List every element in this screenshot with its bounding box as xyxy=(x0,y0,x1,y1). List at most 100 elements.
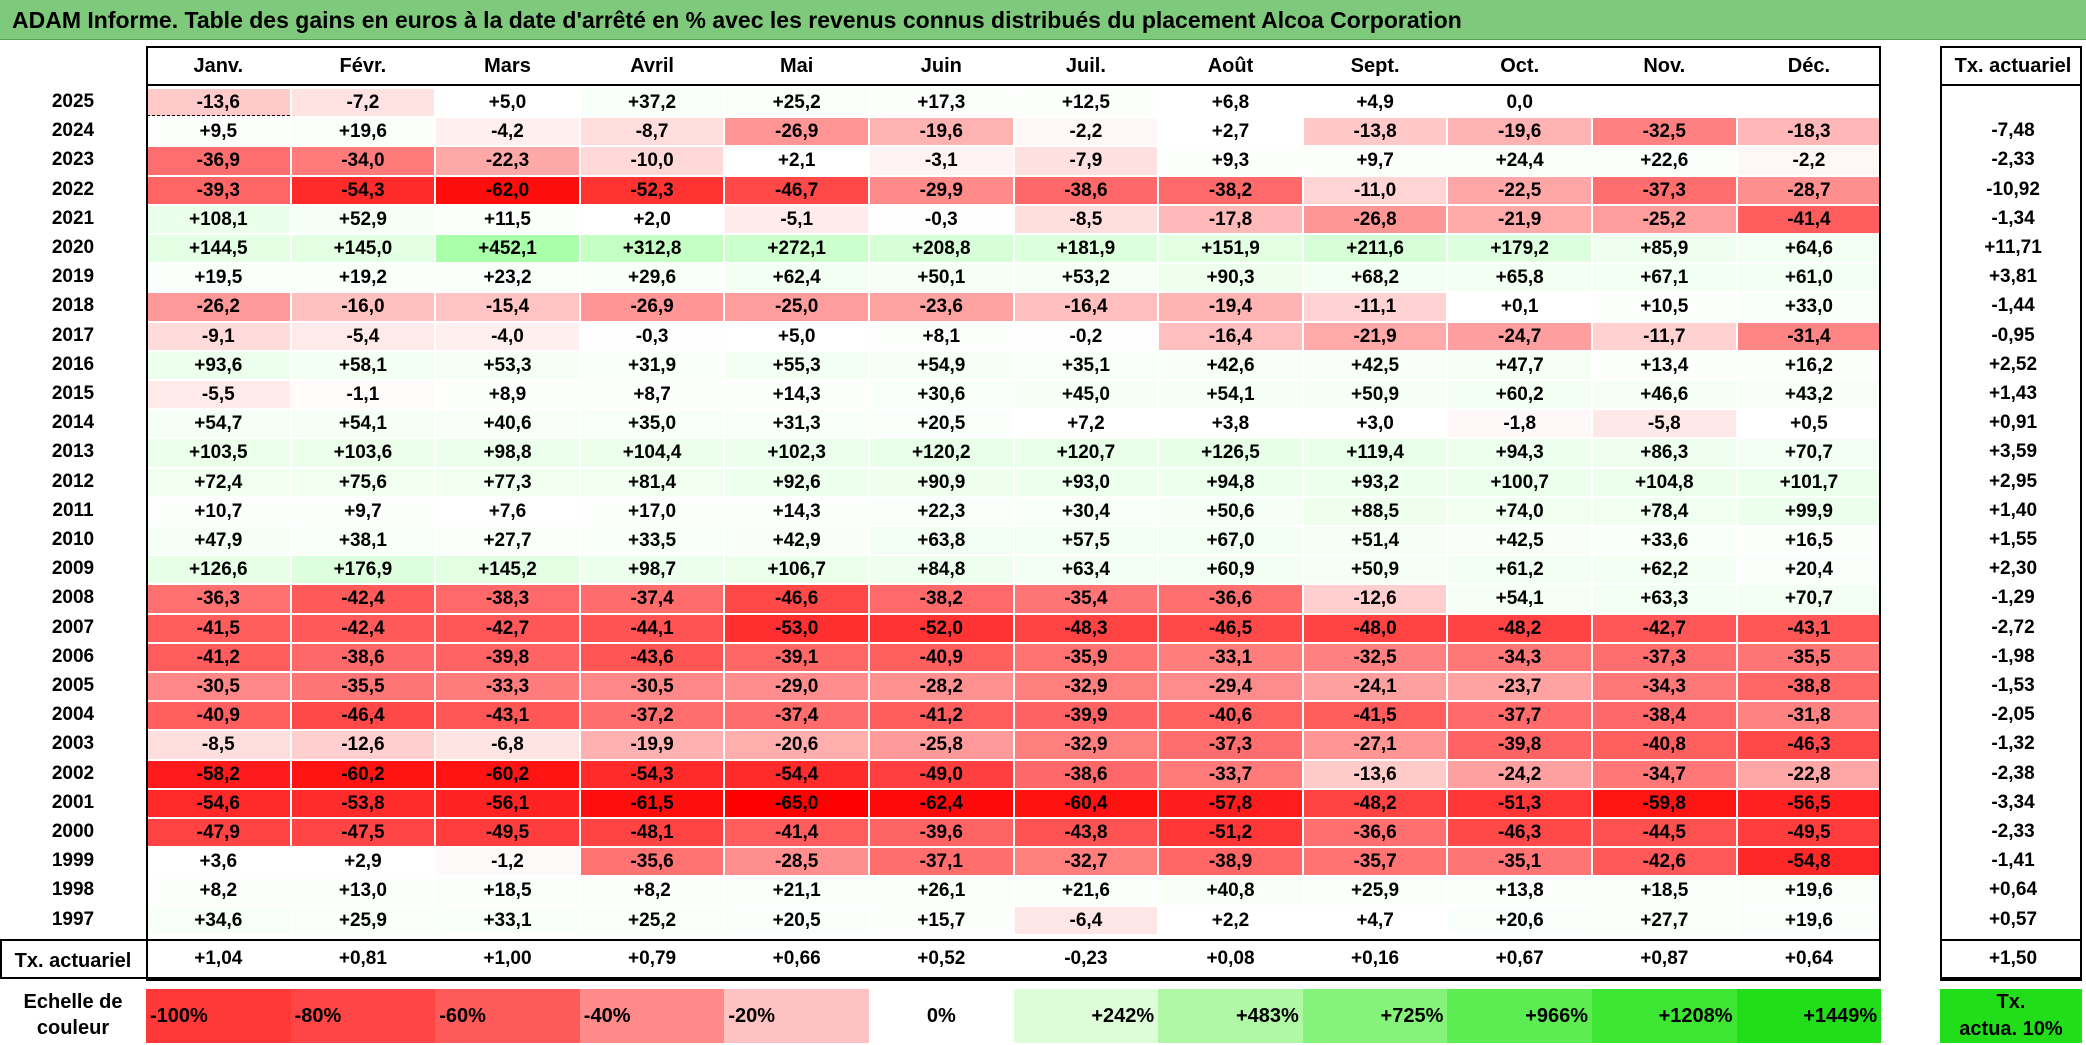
value-cell: +21,6 xyxy=(1014,877,1158,905)
year-label: 2012 xyxy=(51,470,95,492)
value-cell: -49,5 xyxy=(436,819,579,847)
value-cell: -43,6 xyxy=(580,643,724,671)
rate-cell: -1,98 xyxy=(1991,645,2035,667)
value-cell: -8,5 xyxy=(147,731,290,759)
value-cell: +7,6 xyxy=(436,497,579,525)
month-header: Juil. xyxy=(1065,55,1106,77)
value-cell: -16,4 xyxy=(1159,322,1302,350)
value-cell: -54,6 xyxy=(147,789,290,817)
value-cell: -60,4 xyxy=(1014,789,1158,817)
value-cell: -2,2 xyxy=(1737,147,1881,175)
value-cell: +144,5 xyxy=(147,235,290,263)
value-cell: -42,7 xyxy=(1593,614,1736,642)
value-cell: +53,2 xyxy=(1014,264,1158,292)
value-cell: +37,2 xyxy=(580,89,724,117)
value-cell: -34,0 xyxy=(291,147,435,175)
value-cell: -7,9 xyxy=(1014,147,1158,175)
value-cell: -36,6 xyxy=(1303,819,1447,847)
year-label: 2000 xyxy=(51,821,95,842)
month-header: Déc. xyxy=(1787,55,1831,77)
value-cell: -0,2 xyxy=(1014,322,1158,350)
value-cell: +40,6 xyxy=(436,410,579,438)
value-cell: -19,6 xyxy=(1448,118,1591,146)
value-cell: -1,2 xyxy=(436,848,579,876)
value-cell: -46,3 xyxy=(1448,819,1591,847)
value-cell: -62,4 xyxy=(870,789,1013,817)
value-cell: +27,7 xyxy=(1593,906,1736,934)
value-cell: +47,9 xyxy=(147,527,290,555)
value-cell: +4,9 xyxy=(1303,89,1447,117)
value-cell: -53,0 xyxy=(725,614,868,642)
value-cell: -54,3 xyxy=(580,760,724,788)
year-label: 2020 xyxy=(51,237,95,258)
value-cell: -38,6 xyxy=(1014,176,1158,204)
value-cell: +23,2 xyxy=(436,264,579,292)
value-cell: -0,3 xyxy=(580,322,724,350)
value-cell: -46,6 xyxy=(725,585,868,613)
rate-cell: -2,38 xyxy=(1991,762,2035,784)
year-label: 2025 xyxy=(51,91,95,112)
value-cell: -40,8 xyxy=(1593,731,1736,759)
footer-value: +0,81 xyxy=(338,947,387,969)
value-cell: -47,9 xyxy=(147,819,290,847)
value-cell: -21,9 xyxy=(1303,322,1447,350)
legend-swatch: +242% xyxy=(1013,988,1159,1043)
value-cell: +88,5 xyxy=(1303,497,1447,525)
rate-cell: +1,55 xyxy=(1988,529,2038,550)
value-cell: -11,1 xyxy=(1303,293,1447,321)
value-cell: +98,7 xyxy=(580,556,724,584)
value-cell: +99,9 xyxy=(1737,497,1881,525)
value-cell: +61,0 xyxy=(1737,264,1881,292)
value-cell: +102,3 xyxy=(725,439,868,467)
value-cell: -42,7 xyxy=(436,614,579,642)
rate-cell: -0,95 xyxy=(1991,324,2035,346)
value-cell: -9,1 xyxy=(147,322,290,350)
value-cell: -38,6 xyxy=(291,643,435,671)
value-cell: -29,4 xyxy=(1159,673,1302,701)
value-cell: +50,9 xyxy=(1303,381,1447,409)
value-cell: -46,5 xyxy=(1159,614,1302,642)
value-cell: -32,9 xyxy=(1014,673,1158,701)
value-cell: +46,6 xyxy=(1593,381,1736,409)
legend-swatch: +483% xyxy=(1158,988,1303,1043)
value-cell: -10,0 xyxy=(580,147,724,175)
value-cell: +35,1 xyxy=(1014,351,1158,379)
value-cell: -44,5 xyxy=(1593,819,1736,847)
rate-cell: +2,30 xyxy=(1988,558,2038,580)
value-cell: -49,0 xyxy=(870,760,1013,788)
value-cell: +106,7 xyxy=(725,556,868,584)
value-cell: -13,6 xyxy=(1303,760,1447,788)
value-cell: -23,7 xyxy=(1448,673,1591,701)
value-cell: +104,4 xyxy=(580,439,724,467)
footer-value: +0,79 xyxy=(628,947,677,969)
value-cell: -34,7 xyxy=(1593,760,1736,788)
value-cell: -16,4 xyxy=(1014,293,1158,321)
value-cell: +10,7 xyxy=(147,497,290,525)
rate-cell: -1,44 xyxy=(1991,295,2035,317)
value-cell: +14,3 xyxy=(725,497,868,525)
footer-value: +0,16 xyxy=(1351,947,1400,969)
value-cell: -58,2 xyxy=(147,760,290,788)
value-cell: -11,7 xyxy=(1593,322,1736,350)
legend-swatch: +1208% xyxy=(1592,988,1737,1043)
value-cell: -41,4 xyxy=(1737,205,1881,233)
value-cell: +176,9 xyxy=(291,556,435,584)
value-cell: +93,6 xyxy=(147,351,290,379)
value-cell: -24,7 xyxy=(1448,322,1591,350)
value-cell: +16,2 xyxy=(1737,351,1881,379)
month-header: Mars xyxy=(484,55,531,77)
value-cell: +211,6 xyxy=(1303,235,1447,263)
year-label: 2002 xyxy=(51,762,95,784)
value-cell: +60,2 xyxy=(1448,381,1591,409)
value-cell: +26,1 xyxy=(870,877,1013,905)
value-cell: -42,6 xyxy=(1593,848,1736,876)
value-cell: -30,5 xyxy=(580,673,724,701)
value-cell: -33,7 xyxy=(1159,760,1302,788)
value-cell: -27,1 xyxy=(1303,731,1447,759)
value-cell: -40,9 xyxy=(870,643,1013,671)
rate-cell: +2,52 xyxy=(1988,353,2038,375)
value-cell: -5,4 xyxy=(291,322,435,350)
value-cell: -59,8 xyxy=(1593,789,1736,817)
footer-value: +0,08 xyxy=(1206,947,1255,969)
value-cell: +0,5 xyxy=(1737,410,1881,438)
